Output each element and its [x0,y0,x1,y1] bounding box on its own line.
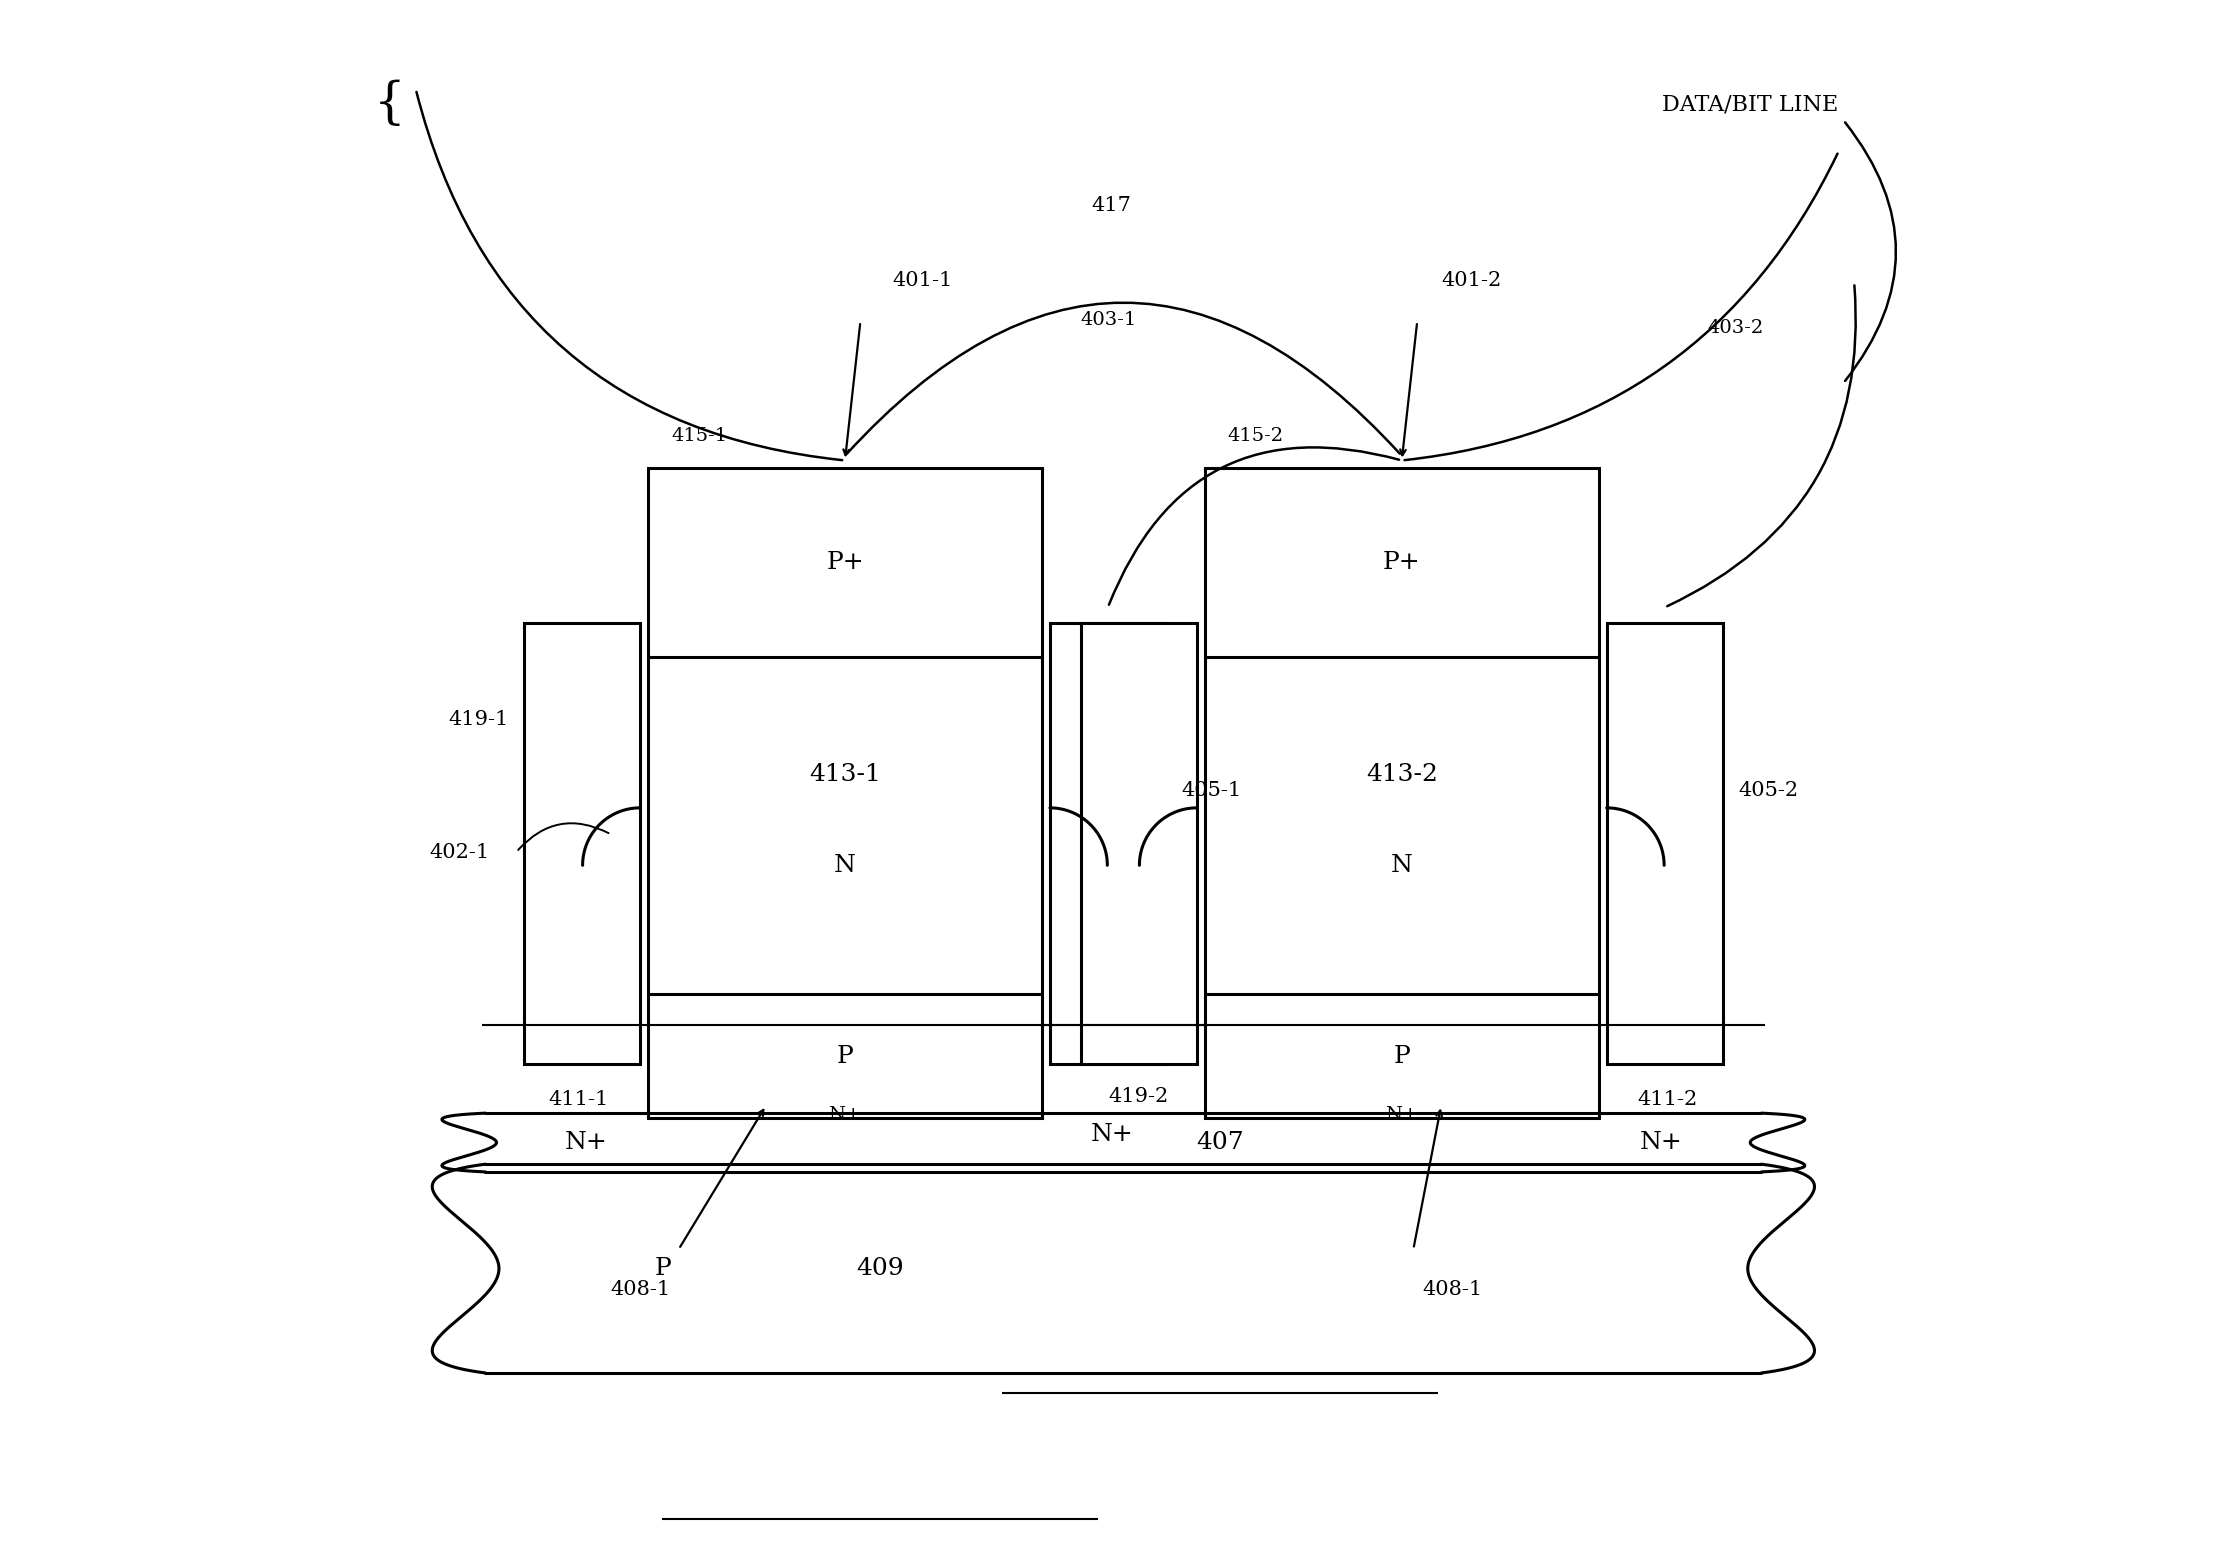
Bar [524,624,640,1064]
Text: 419-2: 419-2 [1108,1087,1169,1106]
Text: 408-1: 408-1 [1422,1280,1482,1298]
Text: 405-1: 405-1 [1182,781,1243,799]
Text: 417: 417 [1093,196,1131,215]
Text: P: P [837,1045,853,1068]
Text: N+: N+ [564,1130,607,1154]
Text: 419-1: 419-1 [448,711,508,729]
Text: 413-1: 413-1 [808,764,880,787]
Text: 405-2: 405-2 [1737,781,1798,799]
Bar [1205,468,1599,1118]
Bar [1050,624,1167,1064]
Bar [1081,624,1198,1064]
Text: 403-1: 403-1 [1081,311,1137,330]
Text: N: N [835,855,855,877]
Text: 411-2: 411-2 [1637,1090,1697,1109]
Bar [1608,624,1722,1064]
Bar [647,468,1041,1118]
Text: 415-1: 415-1 [672,428,728,445]
Text: 415-2: 415-2 [1227,428,1283,445]
Text: DATA/BIT LINE: DATA/BIT LINE [1661,93,1838,115]
Text: 403-2: 403-2 [1706,319,1764,337]
Text: N+: N+ [1639,1130,1681,1154]
Text: N+: N+ [1386,1107,1420,1124]
Text: N+: N+ [1090,1123,1133,1146]
Text: 402-1: 402-1 [430,843,490,861]
Text: N: N [1390,855,1413,877]
Text: P: P [654,1256,672,1280]
Text: 413-2: 413-2 [1366,764,1437,787]
Text: P+: P+ [1384,550,1420,574]
Text: 411-1: 411-1 [549,1090,609,1109]
Text: 401-2: 401-2 [1442,271,1502,291]
Text: 409: 409 [855,1256,905,1280]
Text: P+: P+ [826,550,864,574]
Text: 407: 407 [1196,1130,1245,1154]
Text: P: P [1393,1045,1411,1068]
Text: {: { [374,79,405,129]
Text: N+: N+ [828,1107,862,1124]
Text: 408-1: 408-1 [609,1280,669,1298]
Text: 401-1: 401-1 [891,271,952,291]
